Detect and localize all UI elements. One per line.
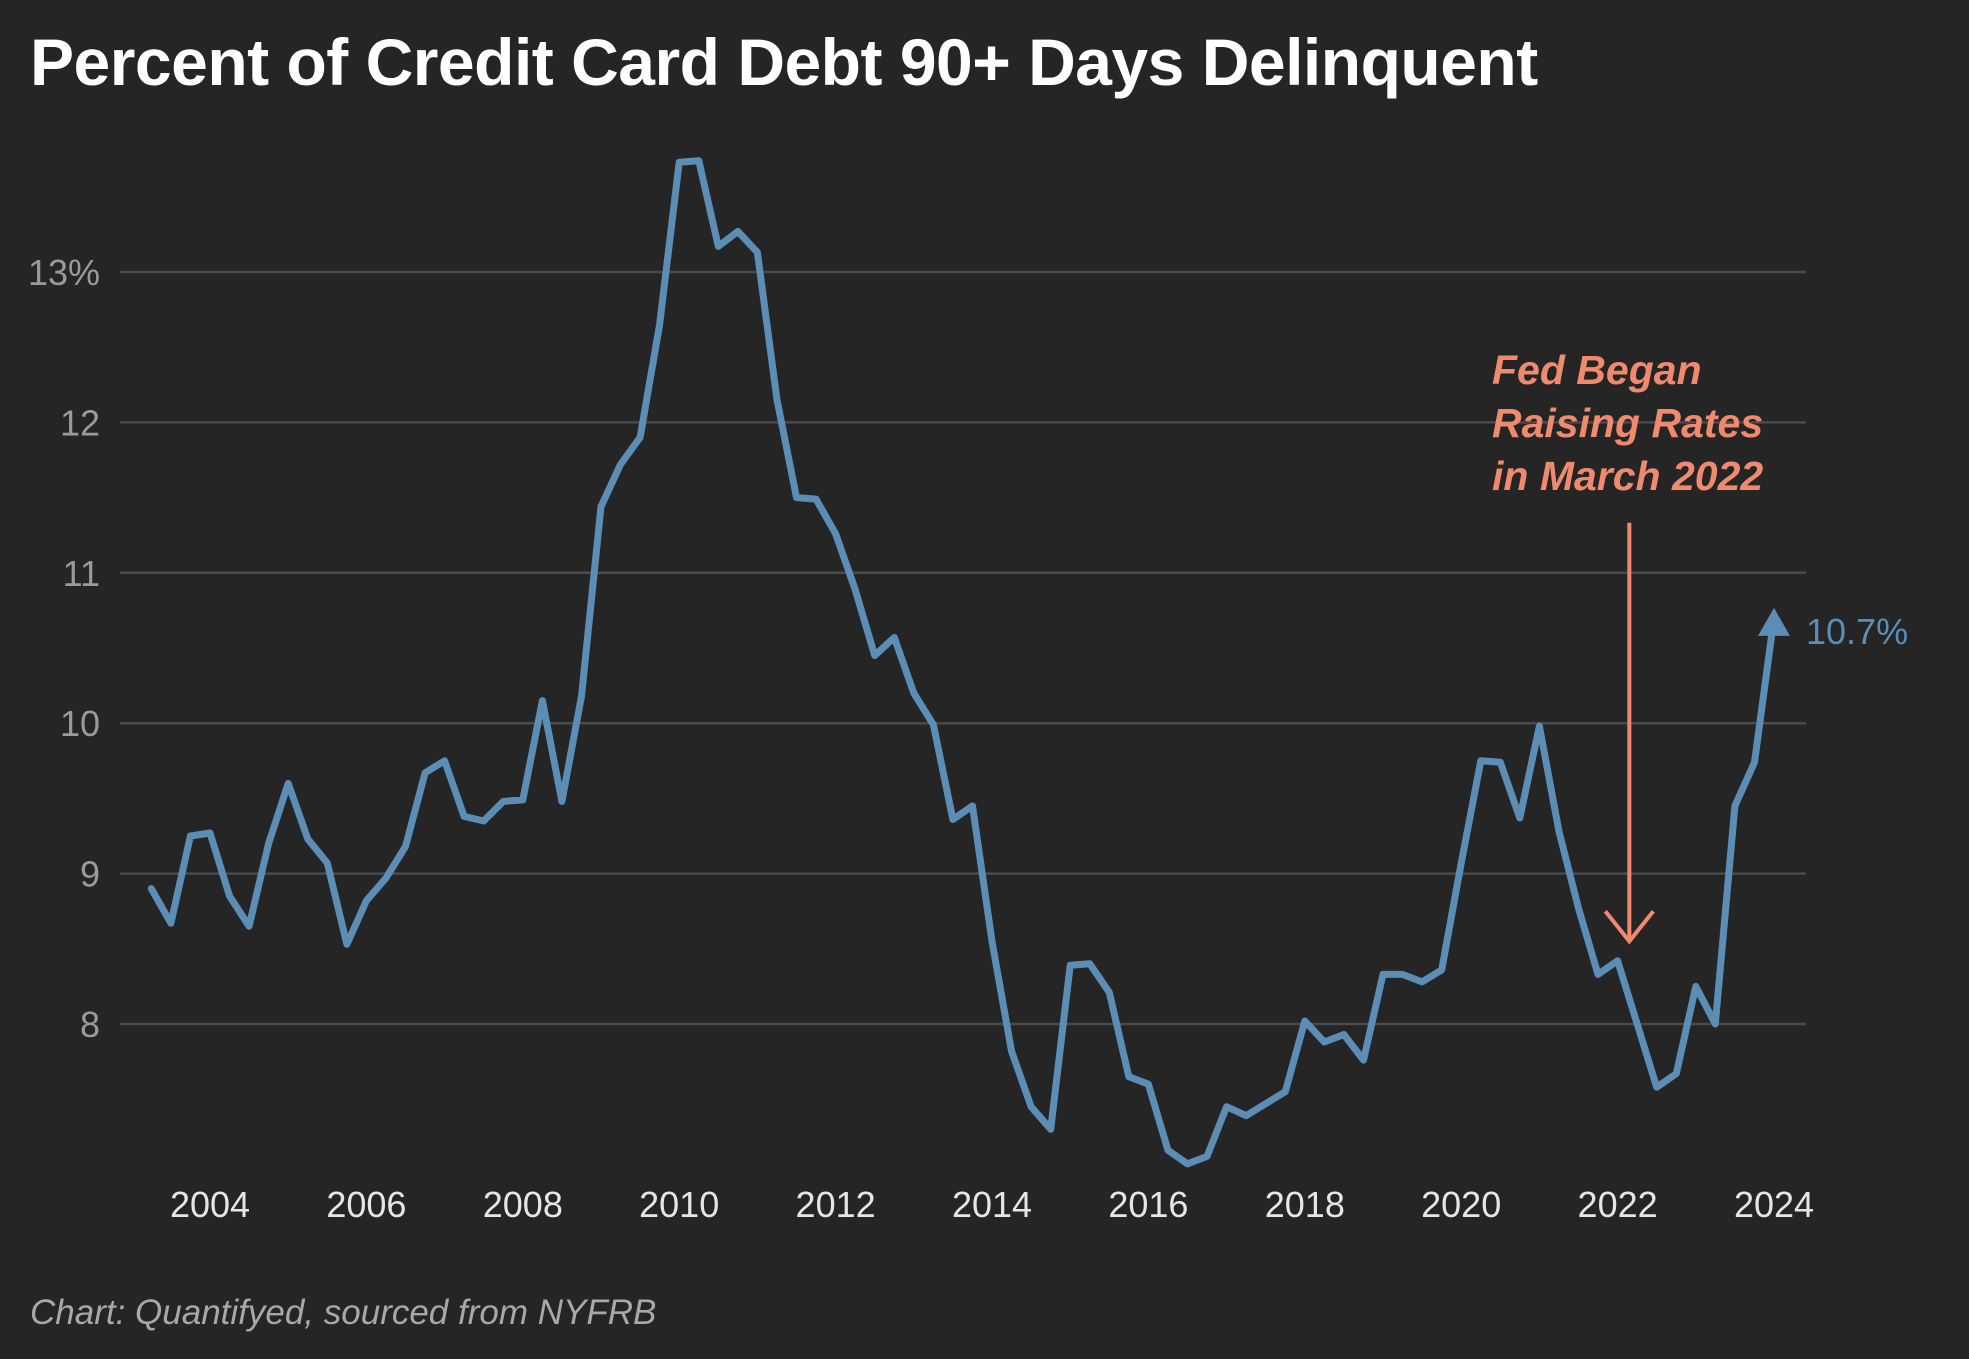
x-tick-label: 2022 xyxy=(1578,1184,1658,1225)
source-note: Chart: Quantifyed, sourced from NYFRB xyxy=(30,1293,657,1332)
x-tick-label: 2024 xyxy=(1734,1184,1814,1225)
y-tick-label: 13% xyxy=(28,252,100,293)
gridlines xyxy=(120,270,1806,1026)
x-tick-label: 2010 xyxy=(639,1184,719,1225)
x-tick-label: 2016 xyxy=(1108,1184,1188,1225)
x-axis-ticks: 2004 2006 2008 2010 2012 2014 2016 2018 2020 2022… xyxy=(170,1184,1814,1225)
annotation-text-line: Fed Began xyxy=(1492,347,1702,393)
x-tick-label: 2012 xyxy=(796,1184,876,1225)
y-tick-label: 12 xyxy=(60,402,100,443)
y-tick-label: 11 xyxy=(63,553,100,594)
x-tick-label: 2004 xyxy=(170,1184,250,1225)
series-layer xyxy=(147,157,1790,1168)
y-tick-label: 10 xyxy=(60,703,100,744)
y-axis-ticks: 13% 12 11 10 9 8 xyxy=(28,252,100,1045)
annotation-text-line: Raising Rates xyxy=(1492,400,1763,446)
annotation-arrow-head xyxy=(1603,910,1655,945)
chart-title: Percent of Credit Card Debt 90+ Days Del… xyxy=(30,25,1538,99)
x-tick-label: 2006 xyxy=(326,1184,406,1225)
series-end-arrowhead xyxy=(1758,607,1790,636)
x-tick-label: 2008 xyxy=(483,1184,563,1225)
y-tick-label: 9 xyxy=(80,854,100,895)
annotation-text-line: in March 2022 xyxy=(1492,453,1763,499)
series-line xyxy=(147,157,1778,1168)
annotation-layer: 10.7% Fed Began Raising Rates in March 2022 xyxy=(1492,347,1908,945)
x-tick-label: 2020 xyxy=(1421,1184,1501,1225)
end-value-label: 10.7% xyxy=(1806,611,1908,652)
x-tick-label: 2014 xyxy=(952,1184,1032,1225)
y-tick-label: 8 xyxy=(80,1004,100,1045)
x-tick-label: 2018 xyxy=(1265,1184,1345,1225)
